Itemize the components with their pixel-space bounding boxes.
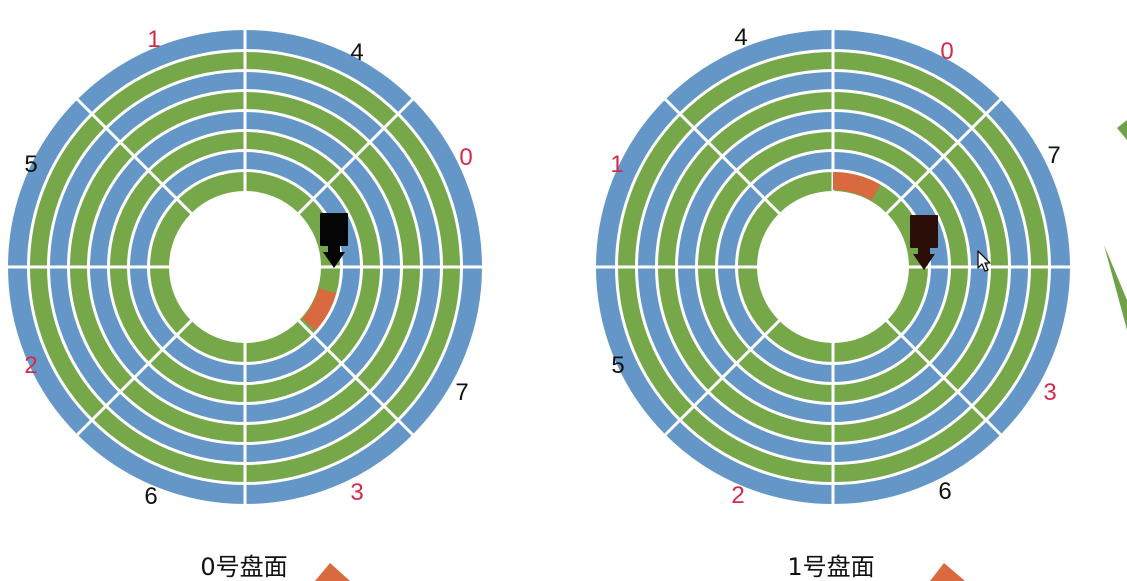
sector-boundary <box>885 96 1004 215</box>
sector-label: 4 <box>734 24 747 51</box>
read-write-head-icon <box>320 213 348 268</box>
sector-label: 7 <box>455 379 468 406</box>
sector-label: 2 <box>731 482 744 509</box>
sector-boundary <box>297 96 416 215</box>
sector-boundary <box>885 319 1004 438</box>
platter-1 <box>594 28 1072 506</box>
sector-label: 6 <box>144 483 157 510</box>
sector-boundary <box>297 319 416 438</box>
sector-boundary <box>74 319 193 438</box>
decorative-orange-triangle <box>930 563 965 581</box>
sector-label: 7 <box>1047 142 1060 169</box>
platter-1-caption: 1号盘面 <box>787 553 874 581</box>
decorative-green-triangle <box>1117 120 1127 140</box>
sector-label: 1 <box>147 26 160 53</box>
highlighted-sector <box>302 288 337 331</box>
sector-label: 5 <box>611 352 624 379</box>
sector-label: 1 <box>610 151 623 178</box>
sector-boundary <box>662 96 781 215</box>
sector-label: 3 <box>350 479 363 506</box>
platter-0 <box>6 28 484 506</box>
sector-label: 0 <box>459 144 472 171</box>
sector-label: 0 <box>940 38 953 65</box>
sector-boundary <box>662 319 781 438</box>
highlighted-sector <box>833 172 881 201</box>
sector-label: 6 <box>938 478 951 505</box>
sector-boundary <box>74 96 193 215</box>
platter-0-caption: 0号盘面 <box>200 553 287 581</box>
sector-label: 3 <box>1043 379 1056 406</box>
read-write-head-icon <box>910 215 938 270</box>
sector-label: 4 <box>350 39 363 66</box>
decorative-green-triangle <box>1104 245 1127 330</box>
sector-label: 2 <box>24 352 37 379</box>
mouse-cursor-icon <box>977 250 991 272</box>
sector-label: 5 <box>24 151 37 178</box>
decorative-orange-triangle <box>315 563 350 581</box>
